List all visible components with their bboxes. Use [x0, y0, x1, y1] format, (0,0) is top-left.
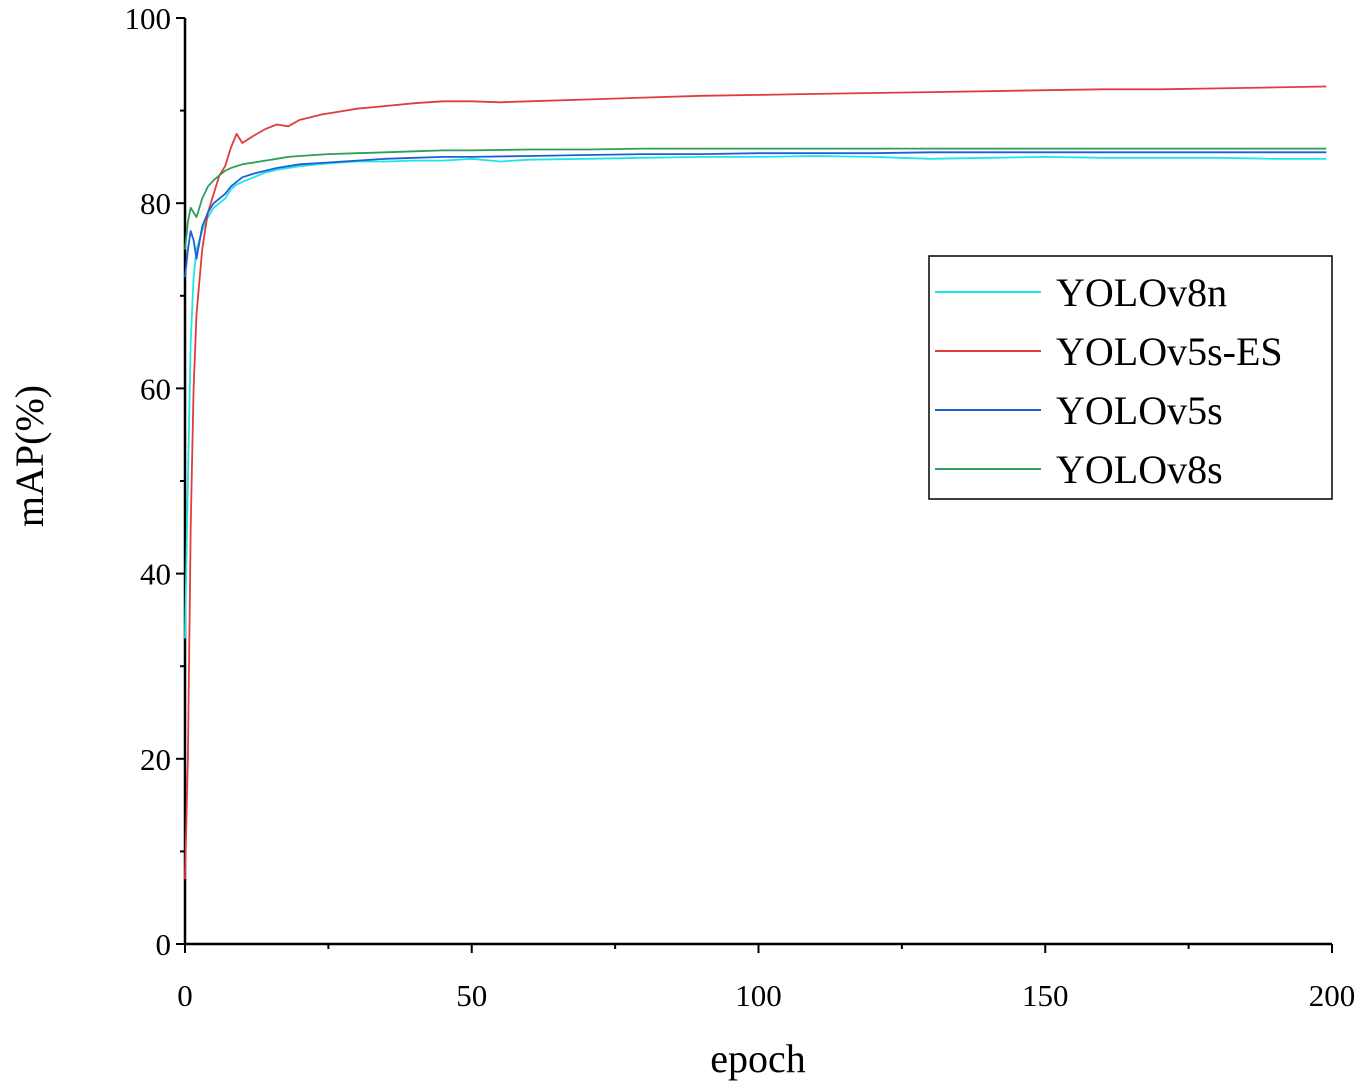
y-tick-label: 20 [140, 742, 171, 777]
series-line-1 [184, 155, 1327, 639]
x-tick-label: 150 [1022, 978, 1069, 1013]
x-tick-label: 50 [456, 978, 487, 1013]
y-tick-label: 0 [156, 927, 172, 962]
series-layer [184, 85, 1327, 880]
series-line-2 [184, 85, 1327, 880]
y-tick-label: 40 [140, 557, 171, 592]
legend-label: YOLOv8s [1056, 447, 1223, 492]
axes: 0 20 40 60 80 100 0 50 100 150 200 [125, 1, 1356, 1013]
y-tick-label: 100 [125, 1, 172, 36]
legend: YOLOv8n YOLOv5s-ES YOLOv5s YOLOv8s [928, 255, 1333, 500]
series-line-4 [184, 147, 1327, 250]
legend-label: YOLOv5s [1056, 388, 1223, 433]
legend-box [928, 255, 1333, 500]
y-axis-title: mAP(%) [7, 385, 52, 527]
y-tick-label: 60 [140, 371, 171, 406]
x-tick-label: 100 [735, 978, 782, 1013]
x-axis-title: epoch [710, 1036, 806, 1081]
x-tick-label: 0 [177, 978, 193, 1013]
legend-label: YOLOv8n [1056, 270, 1227, 315]
x-tick-label: 200 [1309, 978, 1356, 1013]
legend-label: YOLOv5s-ES [1056, 329, 1283, 374]
y-tick-label: 80 [140, 186, 171, 221]
series-line-3 [184, 151, 1327, 278]
